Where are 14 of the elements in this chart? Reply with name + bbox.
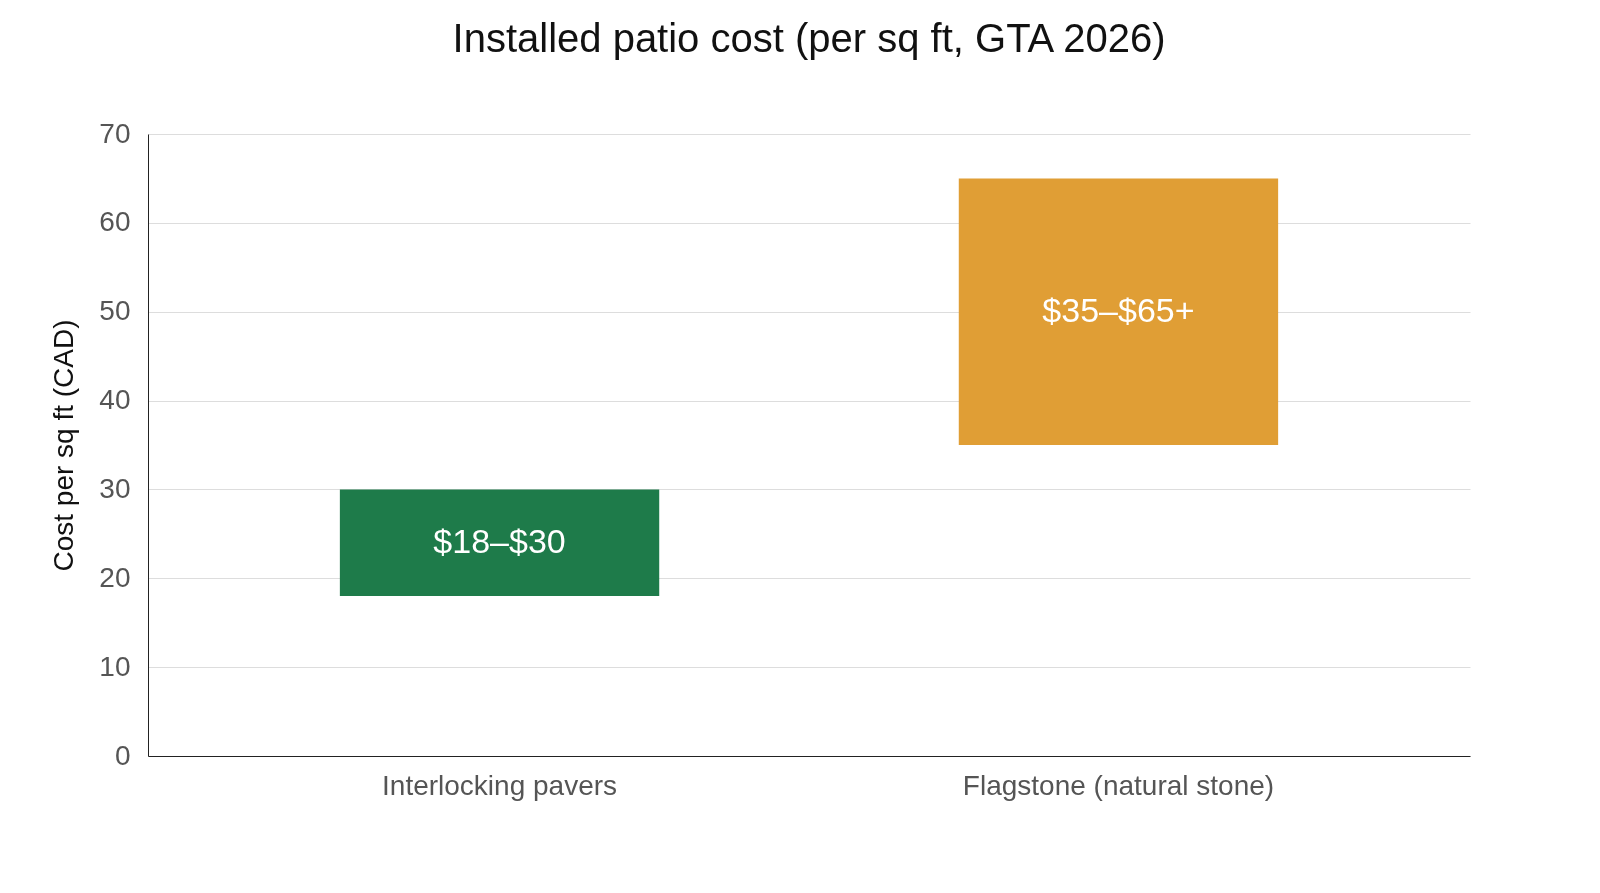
y-tick-label: 50 (99, 295, 131, 327)
y-tick-label: 10 (99, 650, 131, 682)
y-tick-label: 60 (99, 206, 131, 238)
y-tick-label: 0 (114, 739, 131, 771)
y-tick-label: 70 (99, 117, 131, 149)
x-tick-label: Interlocking pavers (382, 769, 618, 801)
chart-title: Installed patio cost (per sq ft, GTA 2026) (452, 16, 1166, 60)
data-label: $35–$65+ (1042, 290, 1195, 329)
y-tick-label: 20 (99, 561, 131, 593)
data-label: $18–$30 (433, 521, 566, 560)
y-axis-title: Cost per sq ft (CAD) (48, 319, 80, 572)
y-tick-label: 40 (99, 384, 131, 416)
y-tick-label: 30 (99, 472, 131, 504)
x-tick-label: Flagstone (natural stone) (962, 769, 1275, 801)
